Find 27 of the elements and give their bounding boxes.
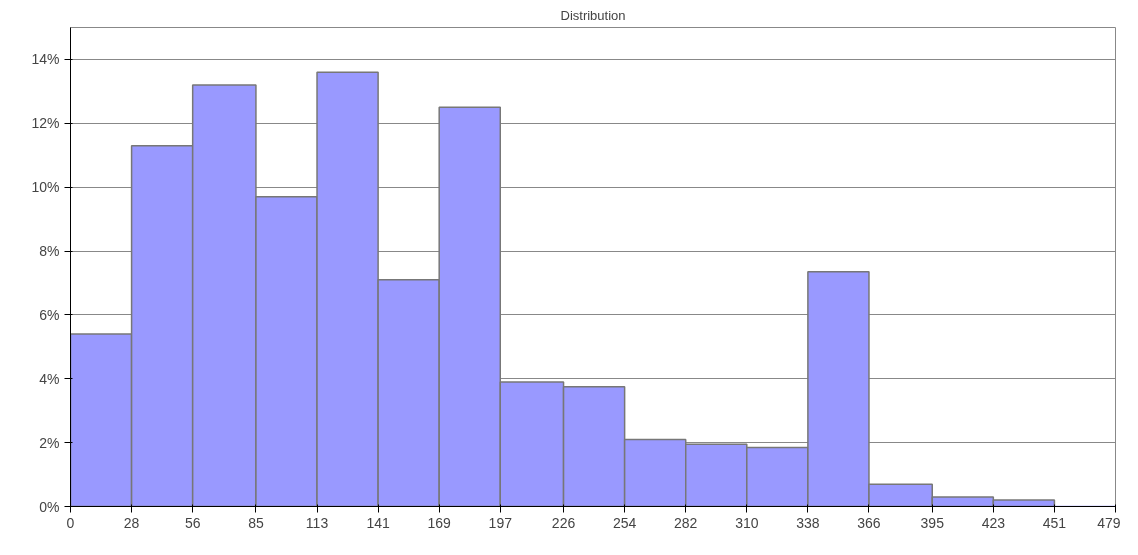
x-tick-label: 282 bbox=[674, 514, 698, 531]
chart-title: Distribution bbox=[560, 7, 626, 23]
x-tick-label: 338 bbox=[796, 514, 820, 531]
y-tick-label: 4% bbox=[39, 370, 60, 387]
y-tick-label: 14% bbox=[31, 51, 60, 68]
x-tick-label: 85 bbox=[248, 514, 264, 531]
x-tick-label: 310 bbox=[735, 514, 759, 531]
x-tick-label: 0 bbox=[66, 514, 75, 531]
x-tick-label: 56 bbox=[184, 514, 201, 531]
y-tick-label: 8% bbox=[39, 243, 60, 260]
x-tick-label: 451 bbox=[1042, 514, 1067, 531]
x-tick-label: 479 bbox=[1097, 514, 1121, 531]
x-tick-label: 395 bbox=[920, 514, 945, 531]
y-tick-label: 10% bbox=[31, 179, 60, 196]
x-tick-label: 423 bbox=[981, 514, 1006, 531]
x-tick-label: 366 bbox=[857, 514, 881, 531]
x-tick-label: 197 bbox=[488, 514, 513, 531]
y-tick-label: 12% bbox=[31, 115, 60, 132]
x-tick-label: 113 bbox=[305, 514, 329, 531]
x-tick-label: 254 bbox=[612, 514, 637, 531]
y-tick-label: 6% bbox=[39, 306, 60, 323]
x-tick-label: 141 bbox=[366, 514, 390, 531]
x-tick-label: 28 bbox=[123, 514, 140, 531]
x-tick-label: 169 bbox=[427, 514, 452, 531]
y-tick-label: 0% bbox=[39, 498, 60, 515]
x-tick-label: 226 bbox=[551, 514, 576, 531]
y-tick-label: 2% bbox=[39, 434, 60, 451]
